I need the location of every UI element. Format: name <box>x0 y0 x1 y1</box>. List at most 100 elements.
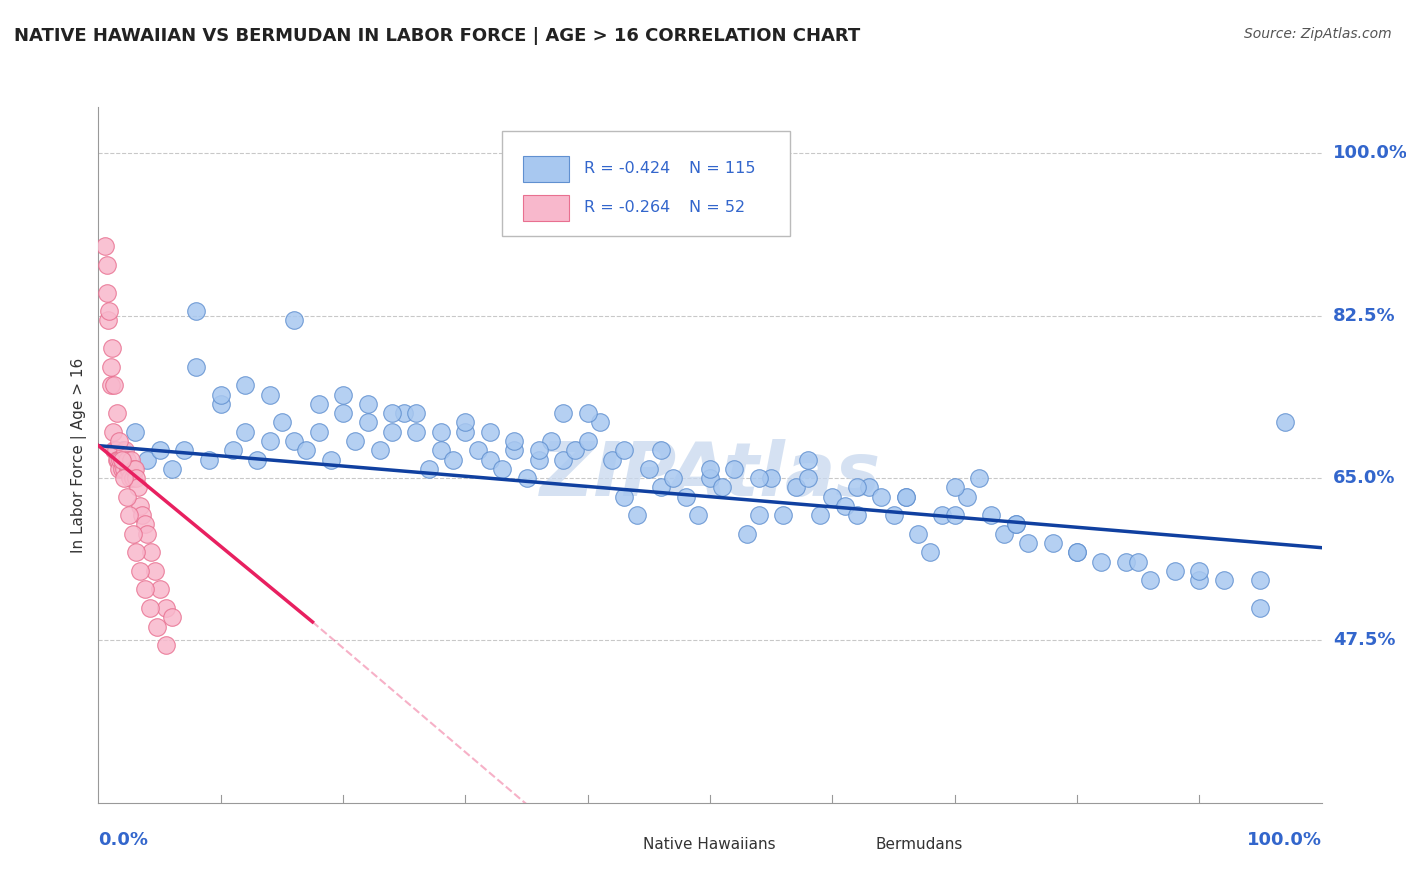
Point <box>120 471 142 485</box>
Point <box>478 452 501 467</box>
Point <box>111 452 134 467</box>
Point <box>127 480 149 494</box>
Point <box>146 619 169 633</box>
Point <box>155 601 177 615</box>
Point <box>381 425 404 439</box>
Point <box>381 406 404 420</box>
Text: 0.0%: 0.0% <box>98 830 149 848</box>
Point <box>1066 545 1088 559</box>
Point <box>1212 573 1234 587</box>
Point <box>134 582 156 597</box>
Point <box>283 313 305 327</box>
Point <box>478 425 501 439</box>
Point <box>503 443 526 458</box>
Point <box>143 564 166 578</box>
Point <box>576 434 599 448</box>
Y-axis label: In Labor Force | Age > 16: In Labor Force | Age > 16 <box>72 358 87 552</box>
Point <box>319 452 342 467</box>
Point <box>1017 536 1039 550</box>
Point <box>1188 573 1211 587</box>
Point <box>1274 416 1296 430</box>
Point <box>564 443 586 458</box>
Point <box>576 406 599 420</box>
Point <box>553 452 575 467</box>
Point <box>870 490 893 504</box>
Point <box>108 434 131 448</box>
Point <box>110 452 132 467</box>
Point <box>295 443 318 458</box>
Point <box>540 434 562 448</box>
Point <box>111 452 134 467</box>
Point <box>907 526 929 541</box>
Point <box>845 508 868 523</box>
Point <box>356 416 378 430</box>
Point <box>405 425 427 439</box>
Point <box>283 434 305 448</box>
Point <box>1249 601 1271 615</box>
Point <box>308 425 330 439</box>
Point <box>967 471 990 485</box>
Point <box>121 526 143 541</box>
Point <box>111 443 134 458</box>
Point <box>332 406 354 420</box>
Text: 82.5%: 82.5% <box>1333 307 1395 325</box>
Point <box>1115 555 1137 569</box>
Point <box>103 443 125 458</box>
Point <box>125 471 148 485</box>
Point <box>527 452 550 467</box>
Point <box>993 526 1015 541</box>
Text: ZIPAtlas: ZIPAtlas <box>540 439 880 512</box>
Point <box>98 304 121 318</box>
Point <box>1004 517 1026 532</box>
Point <box>136 526 159 541</box>
Point <box>943 480 966 494</box>
Bar <box>820 837 860 852</box>
Point <box>125 545 148 559</box>
Point <box>785 480 807 494</box>
Point <box>129 564 152 578</box>
Point <box>259 434 281 448</box>
Point <box>613 443 636 458</box>
Point <box>136 452 159 467</box>
Point <box>808 508 831 523</box>
Point <box>430 443 453 458</box>
Point <box>149 443 172 458</box>
Point <box>797 452 820 467</box>
Point <box>114 443 136 458</box>
Point <box>454 425 477 439</box>
Point <box>112 471 135 485</box>
Point <box>96 258 118 272</box>
Point <box>173 443 195 458</box>
Point <box>1188 564 1211 578</box>
Point <box>124 425 146 439</box>
Point <box>100 359 122 374</box>
Point <box>149 582 172 597</box>
Point <box>115 490 138 504</box>
Point <box>1249 573 1271 587</box>
Point <box>131 508 153 523</box>
Point <box>233 378 256 392</box>
Point <box>441 452 464 467</box>
Point <box>797 471 820 485</box>
Point <box>894 490 917 504</box>
Point <box>845 480 868 494</box>
Point <box>344 434 367 448</box>
Point <box>748 471 770 485</box>
Point <box>111 462 134 476</box>
Point <box>613 490 636 504</box>
Point <box>405 406 427 420</box>
Text: 100.0%: 100.0% <box>1247 830 1322 848</box>
Point <box>467 443 489 458</box>
Point <box>107 452 129 467</box>
Text: 65.0%: 65.0% <box>1333 469 1395 487</box>
Point <box>139 601 162 615</box>
Point <box>430 425 453 439</box>
Point <box>1128 555 1150 569</box>
Point <box>1164 564 1187 578</box>
Text: Source: ZipAtlas.com: Source: ZipAtlas.com <box>1244 27 1392 41</box>
Point <box>650 480 672 494</box>
Point <box>100 378 122 392</box>
Point <box>186 304 208 318</box>
Point <box>650 443 672 458</box>
Point <box>105 406 128 420</box>
